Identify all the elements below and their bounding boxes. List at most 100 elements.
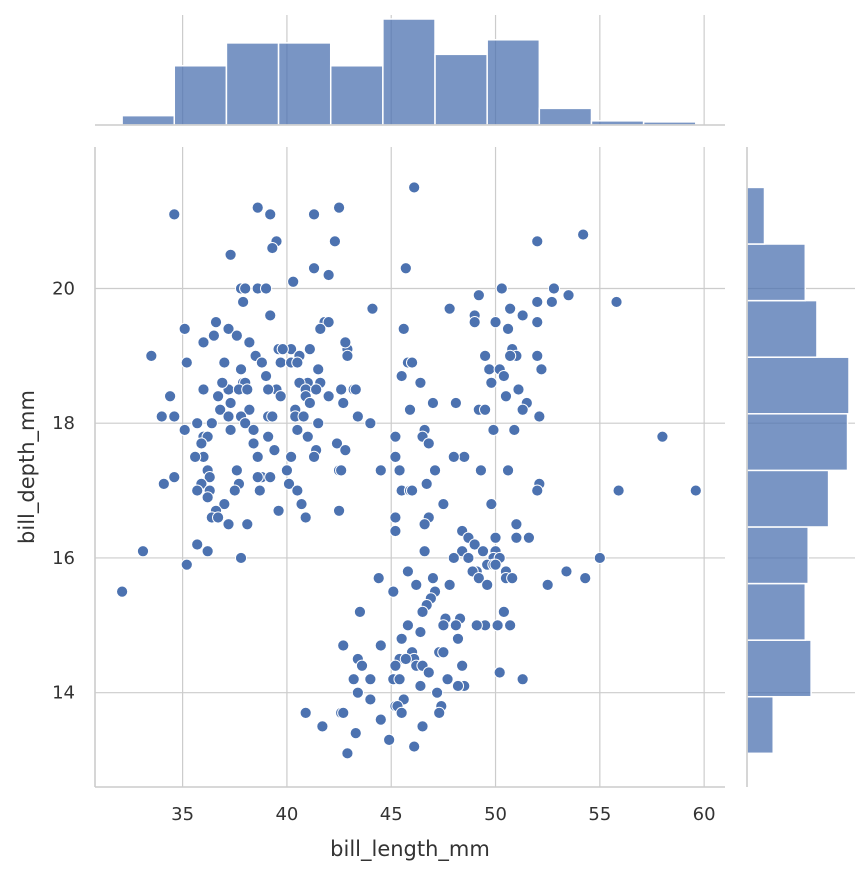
x-histogram-bar xyxy=(434,53,488,126)
scatter-point xyxy=(239,282,252,295)
scatter-point xyxy=(374,713,387,726)
scatter-point xyxy=(163,390,177,403)
scatter-point xyxy=(209,316,223,329)
scatter-point xyxy=(414,376,427,389)
scatter-point xyxy=(332,201,346,214)
y-tick-labels: 14 16 18 20 xyxy=(52,278,75,703)
scatter-point xyxy=(203,471,216,484)
x-histogram-bar xyxy=(329,65,384,126)
scatter-point xyxy=(339,336,352,349)
y-histogram-bar xyxy=(746,526,809,585)
scatter-point xyxy=(403,403,417,416)
scatter-point xyxy=(495,282,508,295)
scatter-point xyxy=(191,484,204,497)
scatter-point xyxy=(506,572,519,585)
scatter-point xyxy=(195,437,208,450)
scatter-point xyxy=(510,518,523,531)
scatter-point xyxy=(266,410,279,423)
x-histogram-bar xyxy=(538,107,593,126)
scatter-point xyxy=(420,477,433,490)
scatter-point xyxy=(393,673,406,686)
scatter-point xyxy=(414,625,427,639)
scatter-point xyxy=(364,673,377,686)
scatter-point xyxy=(497,605,510,618)
scatter-point xyxy=(501,464,515,477)
scatter-point xyxy=(322,268,335,282)
scatter-point xyxy=(395,632,408,645)
scatter-point xyxy=(282,477,296,490)
scatter-points xyxy=(116,181,702,760)
scatter-point xyxy=(364,417,377,430)
x-histogram-bar xyxy=(486,39,541,126)
scatter-point xyxy=(418,545,431,558)
scatter-point xyxy=(299,706,312,719)
scatter-point xyxy=(428,464,442,477)
y-histogram-bar xyxy=(746,299,818,358)
scatter-point xyxy=(349,727,362,740)
scatter-point xyxy=(441,673,454,686)
scatter-point xyxy=(389,430,402,443)
y-histogram-bar xyxy=(746,413,849,472)
scatter-point xyxy=(374,639,387,652)
y-histogram-bar xyxy=(746,186,766,245)
scatter-point xyxy=(395,706,408,719)
scatter-point xyxy=(470,619,483,632)
x-tick-label: 50 xyxy=(484,804,507,825)
scatter-point xyxy=(299,511,312,524)
scatter-point xyxy=(401,619,415,632)
scatter-point xyxy=(239,417,252,430)
scatter-point xyxy=(168,410,181,423)
scatter-point xyxy=(579,572,592,585)
scatter-point xyxy=(243,403,256,416)
scatter-point xyxy=(416,605,429,618)
scatter-point xyxy=(405,484,419,497)
scatter-point xyxy=(504,349,517,362)
y-tick-label: 16 xyxy=(52,548,75,569)
scatter-panel: 35 40 45 50 55 60 14 16 18 20 bill_length_mm bil… xyxy=(15,147,725,862)
scatter-point xyxy=(422,437,435,450)
scatter-point xyxy=(349,383,362,396)
scatter-point xyxy=(178,423,191,437)
scatter-point xyxy=(389,450,402,463)
scatter-point xyxy=(307,450,321,463)
scatter-point xyxy=(493,666,506,679)
scatter-point xyxy=(328,235,342,248)
scatter-point xyxy=(253,484,266,497)
scatter-point xyxy=(216,376,229,389)
x-histogram-bar xyxy=(225,42,280,126)
scatter-point xyxy=(531,484,544,497)
scatter-point xyxy=(241,518,254,531)
scatter-point xyxy=(405,356,419,369)
scatter-point xyxy=(191,538,204,551)
scatter-point xyxy=(295,497,308,511)
scatter-point xyxy=(228,484,241,497)
scatter-point xyxy=(389,511,402,524)
scatter-point xyxy=(462,551,475,565)
scatter-point xyxy=(443,578,456,591)
scatter-point xyxy=(197,383,210,396)
scatter-point xyxy=(531,235,544,248)
scatter-point xyxy=(314,322,327,335)
scatter-point xyxy=(593,551,606,565)
scatter-point xyxy=(408,740,421,753)
scatter-point xyxy=(472,289,485,302)
scatter-point xyxy=(504,302,517,315)
scatter-point xyxy=(276,343,289,356)
x-histogram-bar xyxy=(173,65,228,126)
scatter-point xyxy=(243,336,256,349)
scatter-point xyxy=(366,302,379,315)
scatter-point xyxy=(491,619,504,632)
right-marginal-histogram xyxy=(746,147,855,787)
scatter-point xyxy=(364,693,377,706)
scatter-point xyxy=(408,181,421,194)
x-tick-label: 60 xyxy=(693,804,716,825)
scatter-point xyxy=(545,295,558,309)
scatter-point xyxy=(241,383,254,396)
scatter-point xyxy=(274,356,287,369)
scatter-point xyxy=(191,417,204,430)
scatter-point xyxy=(301,430,314,443)
scatter-point xyxy=(393,464,406,477)
x-tick-label: 45 xyxy=(380,804,403,825)
right-histogram-bars xyxy=(746,186,850,755)
scatter-point xyxy=(449,396,462,410)
